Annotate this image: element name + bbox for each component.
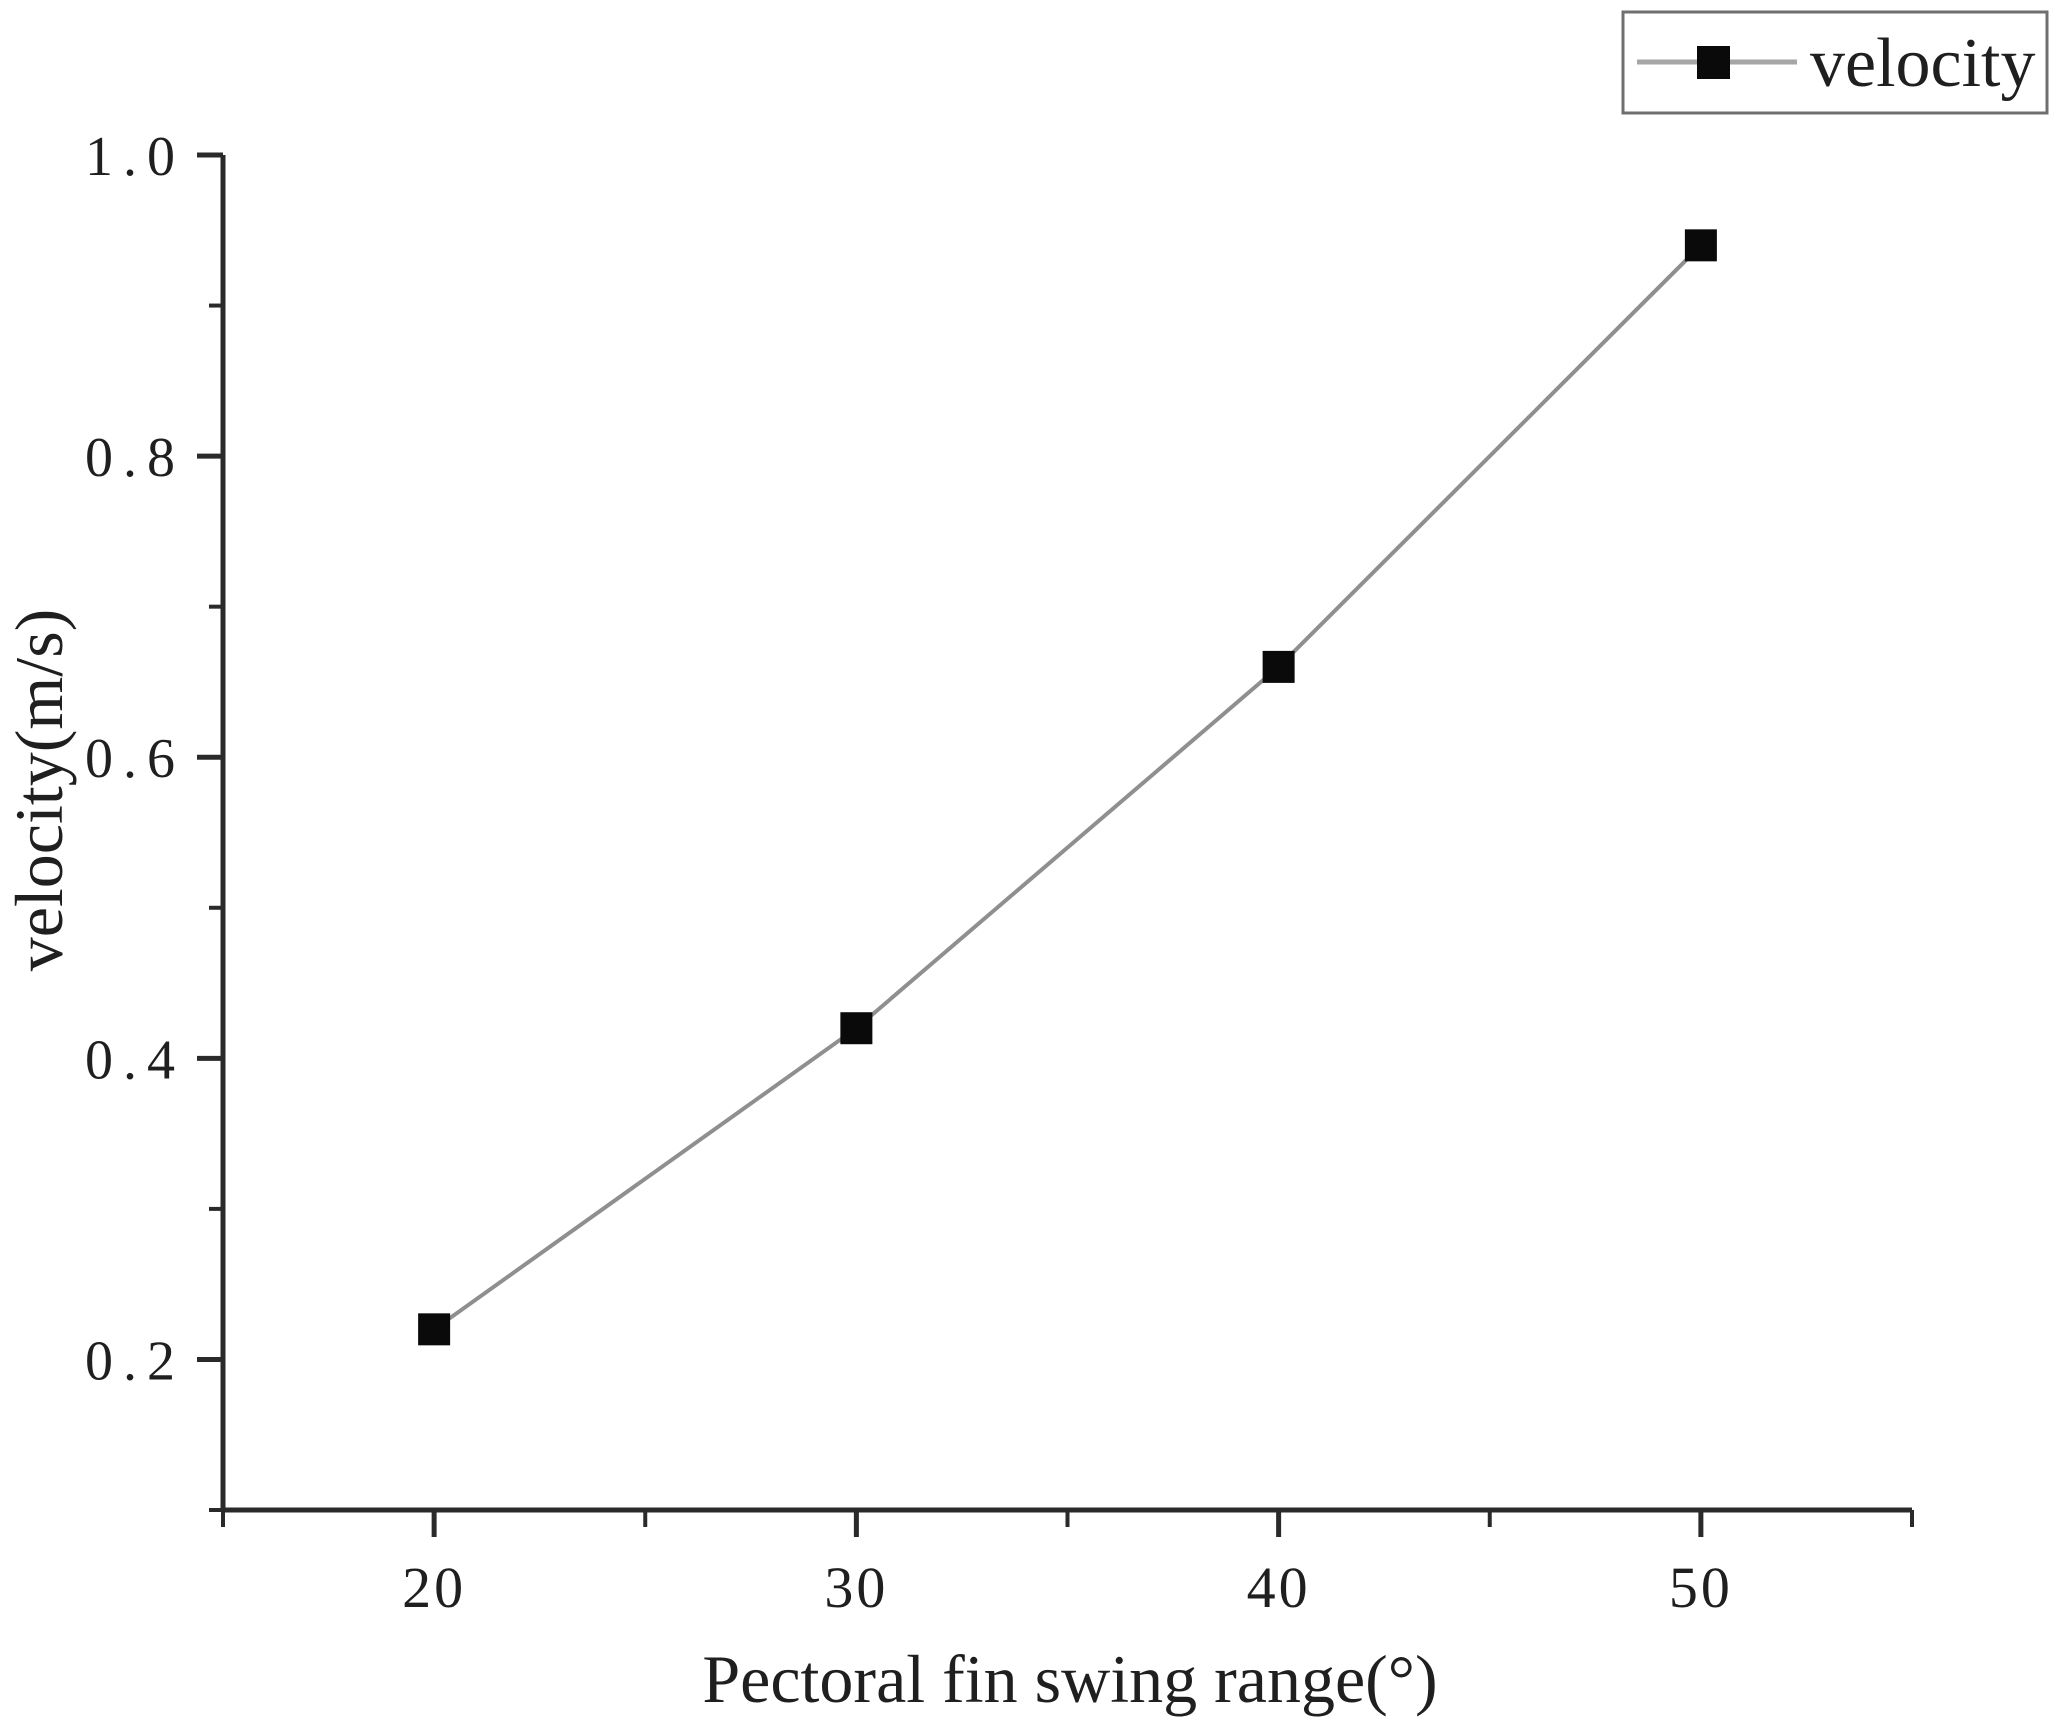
data-point-marker: [1684, 229, 1717, 262]
legend-label: velocity: [1810, 25, 2035, 102]
y-tick-label: 1.0: [85, 126, 185, 188]
x-tick-label: 40: [1247, 1555, 1311, 1620]
y-tick-label: 0.6: [85, 728, 185, 790]
x-tick-label: 50: [1669, 1555, 1733, 1620]
data-point-marker: [1262, 650, 1295, 683]
y-tick-label: 0.2: [85, 1330, 185, 1392]
data-point-marker: [840, 1012, 873, 1045]
x-tick-label: 30: [824, 1555, 888, 1620]
data-point-marker: [418, 1313, 451, 1346]
y-tick-label: 0.8: [85, 427, 185, 489]
x-axis-title: Pectoral fin swing range(°): [702, 1641, 1437, 1717]
axes: 0.2 0.4 0.6 0.8 1.0 20 30 40 50: [85, 126, 1914, 1620]
x-tick-label: 20: [402, 1555, 466, 1620]
velocity-series: [418, 229, 1717, 1346]
series-line: [432, 243, 1703, 1331]
y-tick-label: 0.4: [85, 1029, 185, 1091]
legend: velocity: [1621, 10, 2049, 115]
legend-marker: [1697, 46, 1730, 79]
y-axis-title: velocity(m/s): [1, 609, 77, 972]
